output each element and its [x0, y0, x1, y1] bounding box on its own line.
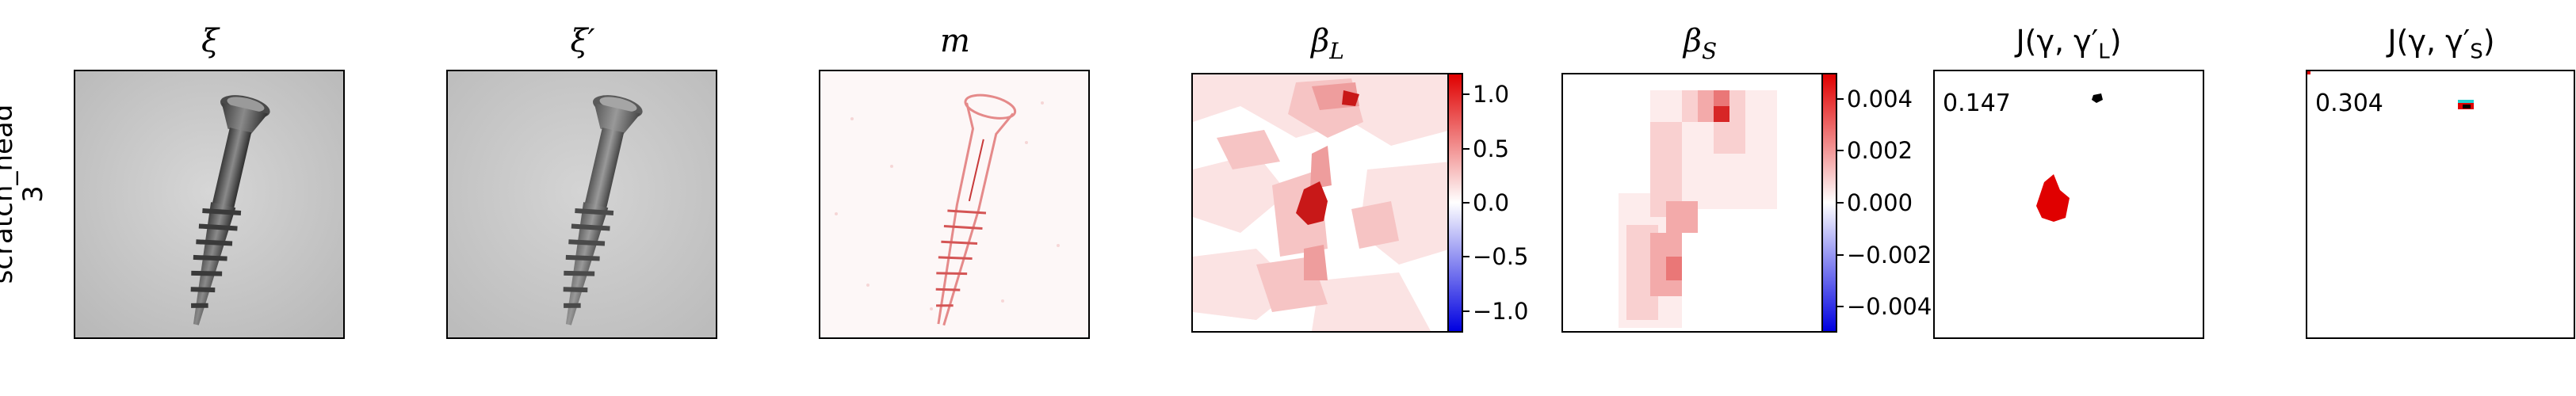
colorbar-tick-label: −0.004: [1847, 293, 1932, 321]
colorbar-tick-label: −0.002: [1847, 241, 1932, 268]
colorbar-tick-mark: [1463, 310, 1470, 312]
colorbar-beta-S: [1821, 73, 1837, 333]
colorbar-tick-mark: [1837, 253, 1844, 256]
colorbar-tick-mark: [1837, 150, 1844, 152]
difference-map-image: [820, 71, 1088, 337]
score-J-S: 0.304: [2315, 89, 2383, 117]
colorbar-beta-L: [1447, 73, 1463, 333]
colorbar-tick-mark: [1463, 256, 1470, 258]
screw-image: [75, 71, 343, 337]
panel-title-beta-S: βS: [1683, 23, 1718, 64]
row-label-line1: scratch_head: [0, 104, 19, 284]
panel-title-J-L: J(γ, γ′L): [2016, 24, 2122, 64]
colorbar-tick-label: −0.5: [1473, 243, 1529, 271]
panel-title-xi: ξ: [201, 23, 220, 59]
mask-J-S: [2307, 71, 2574, 337]
colorbar-tick-label: 0.000: [1847, 189, 1913, 216]
colorbar-tick-mark: [1837, 97, 1844, 100]
colorbar-tick-mark: [1463, 202, 1470, 204]
colorbar-tick-label: −1.0: [1473, 297, 1529, 325]
image-xi: [74, 70, 345, 339]
mask-overlap-J-S: 0.304: [2306, 70, 2575, 339]
panel-title-m: m: [940, 23, 970, 59]
panel-title-xi-prime: ξ′: [570, 23, 595, 59]
colorbar-tick-label: 1.0: [1473, 81, 1510, 109]
colorbar-tick-label: 0.5: [1473, 135, 1510, 162]
mask-overlap-J-L: 0.147: [1933, 70, 2204, 339]
colorbar-tick-mark: [1463, 147, 1470, 150]
panel-title-beta-L: βL: [1311, 23, 1344, 64]
beta-L-heatmap: [1193, 74, 1451, 331]
colorbar-tick-mark: [1837, 306, 1844, 308]
attribution-map-beta-S: [1561, 73, 1823, 333]
score-J-L: 0.147: [1943, 89, 2011, 117]
colorbar-tick-label: 0.004: [1847, 85, 1913, 112]
beta-S-heatmap: [1563, 74, 1821, 331]
colorbar-tick-mark: [1463, 93, 1470, 96]
difference-map-m: [819, 70, 1090, 339]
panel-title-J-S: J(γ, γ′S): [2387, 24, 2495, 64]
screw-image-reconstructed: [448, 71, 716, 337]
colorbar-tick-label: 0.0: [1473, 189, 1510, 216]
attribution-map-beta-L: [1191, 73, 1453, 333]
row-label-line2: 3: [17, 185, 49, 203]
mask-J-L: [1935, 71, 2203, 337]
colorbar-tick-mark: [1837, 202, 1844, 204]
image-xi-prime: [446, 70, 717, 339]
colorbar-tick-label: 0.002: [1847, 137, 1913, 165]
